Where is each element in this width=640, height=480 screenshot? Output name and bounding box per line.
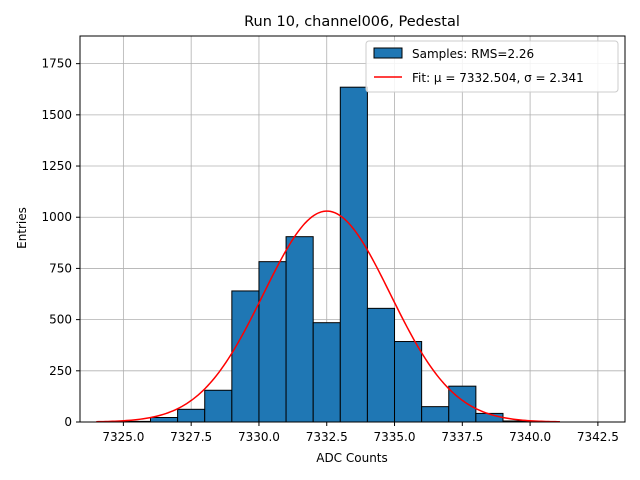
y-tick-label: 1750	[41, 57, 72, 71]
y-tick-label: 250	[49, 364, 72, 378]
x-tick-label: 7325.0	[102, 430, 144, 444]
histogram-bar	[149, 416, 179, 423]
histogram-bar	[312, 322, 341, 423]
y-tick-label: 0	[64, 415, 72, 429]
x-axis-label: ADC Counts	[316, 451, 388, 465]
legend-samples-swatch	[373, 47, 403, 59]
histogram-bar	[285, 236, 314, 423]
y-tick-label: 1500	[41, 108, 72, 122]
histogram-bar	[394, 341, 423, 423]
x-tick-label: 7337.5	[441, 430, 483, 444]
plot-frame	[79, 35, 626, 423]
chart-title: Run 10, channel006, Pedestal	[244, 14, 460, 30]
histogram-bar	[231, 290, 260, 423]
fit-layer	[96, 210, 560, 423]
x-tick-label: 7335.0	[374, 430, 416, 444]
histogram-bar	[177, 408, 206, 423]
gaussian-fit-curve	[96, 210, 560, 423]
x-tick-label: 7330.0	[238, 430, 280, 444]
y-tick-label: 1000	[41, 210, 72, 224]
x-tick-label: 7327.5	[170, 430, 212, 444]
x-tick-label: 7340.0	[509, 430, 551, 444]
axes-layer: 7325.0 7327.5 7330.0 7332.5 7335.0 7337.5 7340…	[41, 35, 626, 444]
x-tick-label: 7332.5	[306, 430, 348, 444]
y-tick-label: 500	[49, 313, 72, 327]
histogram-bar	[339, 86, 368, 423]
histogram-bar	[258, 261, 287, 423]
x-tick-label: 7342.5	[577, 430, 619, 444]
histogram-bar	[366, 307, 396, 423]
legend: Samples: RMS=2.26 Fit: μ = 7332.504, σ =…	[365, 40, 619, 93]
histogram-bar	[421, 406, 450, 423]
legend-fit-label: Fit: μ = 7332.504, σ = 2.341	[412, 71, 584, 85]
y-axis-label: Entries	[15, 207, 29, 249]
histogram-bar	[204, 389, 233, 423]
y-tick-label: 750	[49, 261, 72, 275]
bars-layer	[122, 86, 531, 423]
legend-frame	[365, 40, 619, 93]
y-tick-label: 1250	[41, 159, 72, 173]
legend-samples-label: Samples: RMS=2.26	[412, 47, 534, 61]
